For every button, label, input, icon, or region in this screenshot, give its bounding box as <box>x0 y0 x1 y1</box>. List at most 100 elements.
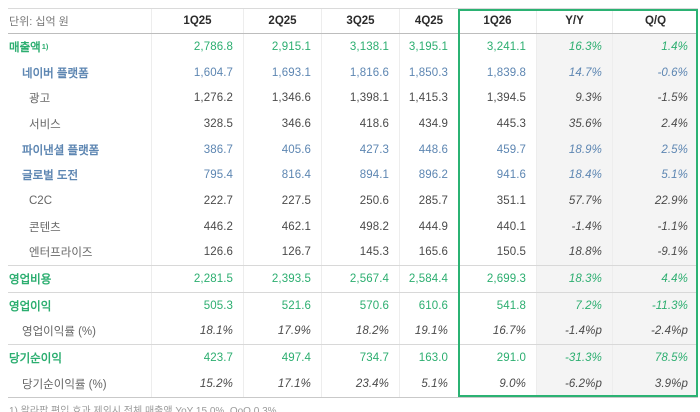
value-cell: -0.6% <box>612 59 698 86</box>
value-cell: 16.7% <box>458 318 536 345</box>
value-cell: 440.1 <box>458 213 536 240</box>
value-cell: 16.3% <box>536 34 612 60</box>
value-cell: 896.2 <box>399 162 458 189</box>
value-cell: 18.9% <box>536 136 612 163</box>
column-header-1q26: 1Q26 <box>458 9 536 33</box>
row-label-text: 네이버 플랫폼 <box>22 67 89 80</box>
value-cell: 3,195.1 <box>399 34 458 60</box>
value-cell: 734.7 <box>321 345 399 371</box>
table-row: 매출액 1) 2,786.8 2,915.1 3,138.1 3,195.1 3,241.1… <box>8 34 698 60</box>
value-cell: 1,850.3 <box>399 59 458 86</box>
table-row: 광고 1,276.2 1,346.6 1,398.1 1,415.3 1,394.5 9.3… <box>8 85 698 112</box>
row-label: 엔터프라이즈 <box>8 240 151 266</box>
value-cell: 222.7 <box>151 188 243 214</box>
row-label-text: 엔터프라이즈 <box>29 247 93 260</box>
value-cell: -6.2%p <box>536 370 612 397</box>
value-cell: 2,699.3 <box>458 266 536 292</box>
row-label: 콘텐츠 <box>8 214 151 240</box>
value-cell: 505.3 <box>151 292 243 319</box>
value-cell: 1,693.1 <box>243 59 321 86</box>
value-cell: 1,816.6 <box>321 59 399 86</box>
column-header-2q25: 2Q25 <box>243 9 321 33</box>
value-cell: 405.6 <box>243 136 321 163</box>
value-cell: 3,241.1 <box>458 34 536 60</box>
table-row: 콘텐츠 446.2 462.1 498.2 444.9 440.1 -1.4% -1.1% <box>8 213 698 240</box>
value-cell: 351.1 <box>458 188 536 214</box>
row-label: C2C <box>8 188 151 214</box>
value-cell: 145.3 <box>321 239 399 266</box>
table-row: 당기순이익률 (%) 15.2% 17.1% 23.4% 5.1% 9.0% -6.2%p 3… <box>8 370 698 397</box>
value-cell: 2.4% <box>612 111 698 137</box>
value-cell: 1,415.3 <box>399 85 458 112</box>
value-cell: 1,394.5 <box>458 85 536 112</box>
value-cell: 459.7 <box>458 136 536 163</box>
table-row: 파이낸셜 플랫폼 386.7 405.6 427.3 448.6 459.7 18.9% 2.… <box>8 136 698 163</box>
financial-table: 단위: 십억 원 1Q25 2Q25 3Q25 4Q25 1Q26 Y/Y Q/Q 매출액 1) 2… <box>8 8 698 398</box>
value-cell: 1,276.2 <box>151 85 243 112</box>
value-cell: 462.1 <box>243 213 321 240</box>
row-label-text: 광고 <box>29 93 51 106</box>
row-label: 매출액 1) <box>8 34 151 60</box>
row-label-text: C2C <box>29 194 53 207</box>
column-header-3q25: 3Q25 <box>321 9 399 33</box>
table-row: 영업이익 505.3 521.6 570.6 610.6 541.8 7.2% -11.3% <box>8 291 698 319</box>
value-cell: -11.3% <box>612 292 698 319</box>
value-cell: 4.4% <box>612 266 698 292</box>
unit-label: 단위: 십억 원 <box>9 16 69 28</box>
table-row: 당기순이익 423.7 497.4 734.7 163.0 291.0 -31.3% 78.5… <box>8 344 698 371</box>
footnote: 1) 왈라팝 편입 효과 제외시 전체 매출액 YoY 15.0%, QoQ 0… <box>9 405 277 412</box>
value-cell: 2,915.1 <box>243 34 321 60</box>
value-cell: 2.5% <box>612 136 698 163</box>
value-cell: 23.4% <box>321 370 399 397</box>
value-cell: 445.3 <box>458 111 536 137</box>
value-cell: -1.1% <box>612 213 698 240</box>
table-row: 영업비용 2,281.5 2,393.5 2,567.4 2,584.4 2,699.3 1… <box>8 265 698 292</box>
value-cell: 1,839.8 <box>458 59 536 86</box>
row-label-text: 매출액 <box>9 41 41 54</box>
value-cell: 18.3% <box>536 266 612 292</box>
value-cell: 328.5 <box>151 111 243 137</box>
value-cell: 163.0 <box>399 345 458 371</box>
value-cell: 150.5 <box>458 239 536 266</box>
value-cell: 570.6 <box>321 292 399 319</box>
value-cell: 126.6 <box>151 239 243 266</box>
value-cell: 9.0% <box>458 370 536 397</box>
value-cell: 795.4 <box>151 162 243 189</box>
value-cell: 448.6 <box>399 136 458 163</box>
row-label-text: 글로벌 도전 <box>22 170 79 183</box>
row-label: 광고 <box>8 85 151 111</box>
row-label-text: 당기순이익률 (%) <box>22 378 107 391</box>
value-cell: 2,393.5 <box>243 266 321 292</box>
column-header-yy: Y/Y <box>536 9 612 33</box>
value-cell: 2,786.8 <box>151 34 243 60</box>
value-cell: 18.8% <box>536 239 612 266</box>
value-cell: 17.1% <box>243 370 321 397</box>
value-cell: -1.4% <box>536 213 612 240</box>
value-cell: 541.8 <box>458 292 536 319</box>
value-cell: 250.6 <box>321 188 399 214</box>
row-label: 서비스 <box>8 111 151 137</box>
value-cell: -9.1% <box>612 239 698 266</box>
row-label-text: 서비스 <box>29 118 61 131</box>
value-cell: -31.3% <box>536 345 612 371</box>
value-cell: 3,138.1 <box>321 34 399 60</box>
column-header-1q25: 1Q25 <box>151 9 243 33</box>
value-cell: 227.5 <box>243 188 321 214</box>
table-row: C2C 222.7 227.5 250.6 285.7 351.1 57.7% 22.9% <box>8 188 698 214</box>
value-cell: 35.6% <box>536 111 612 137</box>
row-label-text: 콘텐츠 <box>29 221 61 234</box>
value-cell: 423.7 <box>151 345 243 371</box>
value-cell: 497.4 <box>243 345 321 371</box>
value-cell: 418.6 <box>321 111 399 137</box>
row-label: 파이낸셜 플랫폼 <box>8 137 151 163</box>
value-cell: 894.1 <box>321 162 399 189</box>
value-cell: 1,604.7 <box>151 59 243 86</box>
value-cell: 14.7% <box>536 59 612 86</box>
value-cell: 9.3% <box>536 85 612 112</box>
value-cell: 291.0 <box>458 345 536 371</box>
value-cell: 5.1% <box>399 370 458 397</box>
value-cell: 346.6 <box>243 111 321 137</box>
row-label: 글로벌 도전 <box>8 162 151 188</box>
value-cell: 941.6 <box>458 162 536 189</box>
